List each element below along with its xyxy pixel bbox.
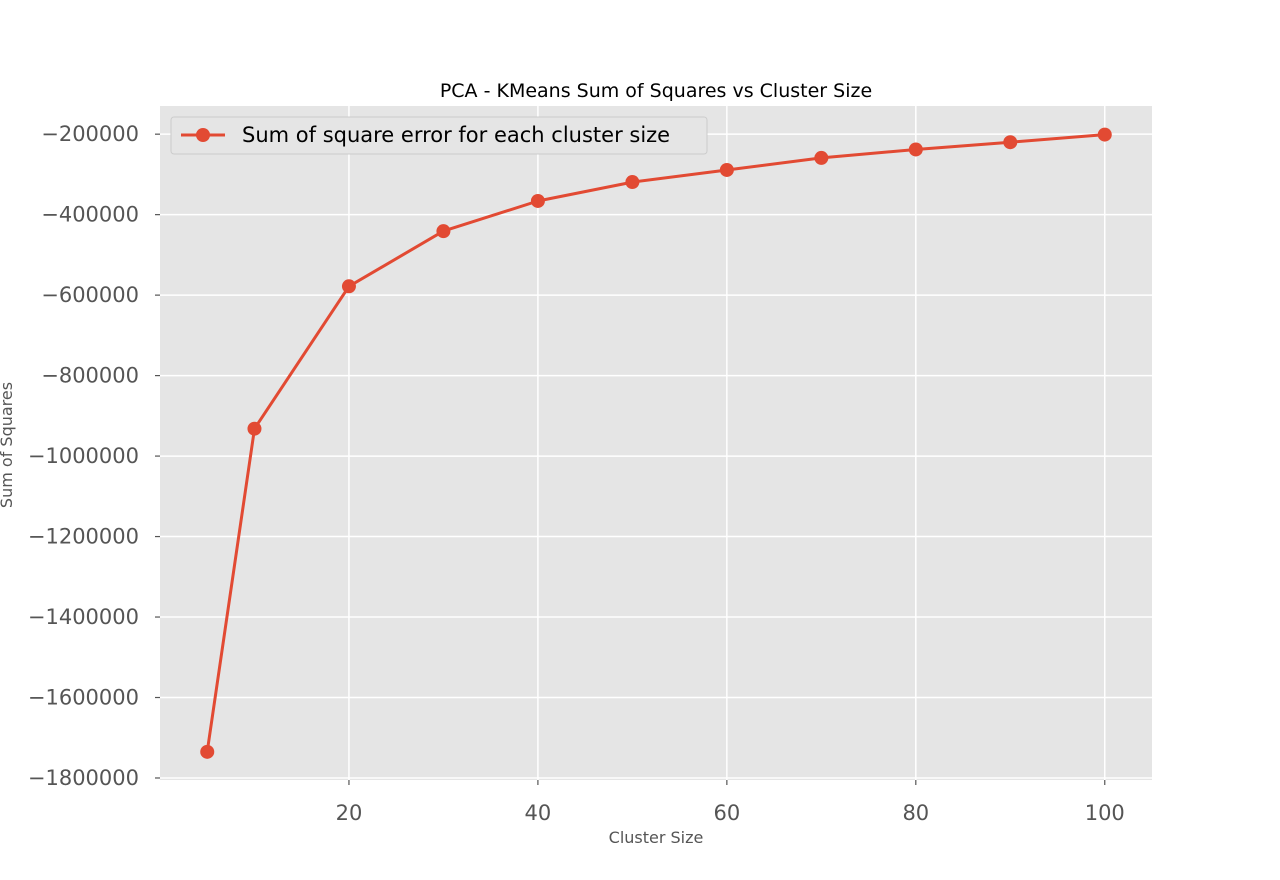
x-tick-label: 20 xyxy=(336,801,363,825)
x-tick-label: 100 xyxy=(1085,801,1125,825)
grid xyxy=(160,106,1152,780)
y-tick-label: −1200000 xyxy=(28,525,139,549)
y-tick-label: −400000 xyxy=(41,203,139,227)
y-axis-label: Sum of Squares xyxy=(0,382,16,508)
data-point xyxy=(1003,135,1018,150)
data-point xyxy=(530,193,545,208)
x-axis-label: Cluster Size xyxy=(609,828,704,847)
data-point xyxy=(908,142,923,157)
plot-area xyxy=(160,106,1152,780)
data-point xyxy=(814,150,829,165)
x-tick-label: 40 xyxy=(525,801,552,825)
y-tick-label: −1600000 xyxy=(28,686,139,710)
y-tick-label: −1400000 xyxy=(28,605,139,629)
legend-marker-swatch xyxy=(196,128,210,142)
legend: Sum of square error for each cluster siz… xyxy=(170,116,708,155)
y-tick-label: −1000000 xyxy=(28,444,139,468)
y-tick-label: −600000 xyxy=(41,283,139,307)
chart-title: PCA - KMeans Sum of Squares vs Cluster S… xyxy=(440,80,872,102)
axis-ticks: 20 40 60 80 100 −200000 −400000 −600000 −800000 −… xyxy=(28,122,1125,825)
data-point xyxy=(200,744,215,759)
series-layer xyxy=(200,127,1112,759)
data-point xyxy=(719,162,734,177)
data-point xyxy=(625,175,640,190)
legend-box xyxy=(170,116,708,155)
legend-label: Sum of square error for each cluster siz… xyxy=(242,123,670,147)
data-point xyxy=(1097,127,1112,142)
data-point xyxy=(341,279,356,294)
y-tick-label: −800000 xyxy=(41,364,139,388)
data-point xyxy=(436,224,451,239)
x-tick-label: 60 xyxy=(713,801,740,825)
data-point xyxy=(247,421,262,436)
y-tick-label: −1800000 xyxy=(28,766,139,790)
y-tick-label: −200000 xyxy=(41,122,139,146)
x-tick-label: 80 xyxy=(902,801,929,825)
